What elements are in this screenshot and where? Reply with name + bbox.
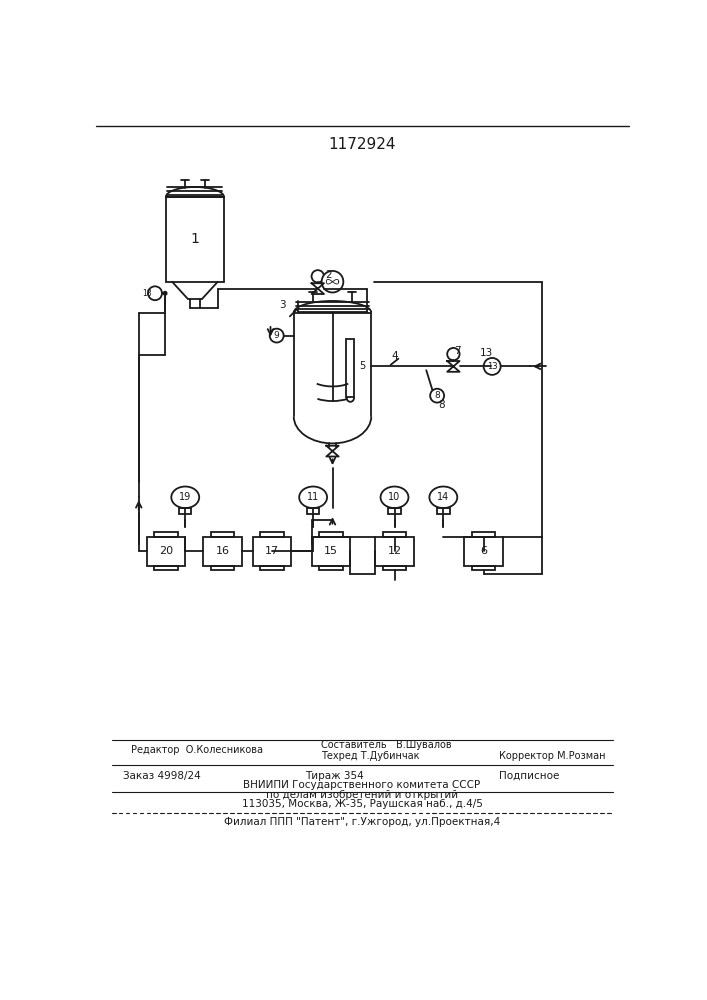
Text: 13: 13	[479, 348, 493, 358]
Text: Корректор М.Розман: Корректор М.Розман	[499, 751, 606, 761]
Text: 5: 5	[359, 361, 365, 371]
Text: Составитель   В.Шувалов: Составитель В.Шувалов	[321, 740, 452, 750]
Circle shape	[270, 329, 284, 343]
Text: 10: 10	[388, 492, 401, 502]
Bar	[472, 532, 495, 537]
Circle shape	[322, 271, 344, 292]
Text: Филиал ППП "Патент", г.Ужгород, ул.Проектная,4: Филиал ППП "Патент", г.Ужгород, ул.Проек…	[224, 817, 500, 827]
Text: 18: 18	[143, 289, 152, 298]
Text: 1172924: 1172924	[328, 137, 396, 152]
Bar	[203, 537, 242, 566]
Bar	[346, 339, 354, 397]
Text: 3: 3	[279, 300, 286, 310]
Text: 2: 2	[325, 270, 332, 280]
Text: Редактор  О.Колесникова: Редактор О.Колесникова	[131, 745, 263, 755]
Text: 19: 19	[179, 492, 192, 502]
Bar	[375, 537, 414, 566]
Circle shape	[448, 348, 460, 360]
Ellipse shape	[380, 487, 409, 508]
Text: Техред Т.Дубинчак: Техред Т.Дубинчак	[321, 751, 419, 761]
Bar	[388, 508, 401, 514]
Text: 20: 20	[159, 546, 173, 556]
Bar	[154, 566, 177, 570]
Text: 12: 12	[387, 546, 402, 556]
Text: 11: 11	[307, 492, 320, 502]
Ellipse shape	[429, 487, 457, 508]
Text: ВНИИПИ Государственного комитета СССР: ВНИИПИ Государственного комитета СССР	[243, 780, 481, 790]
Text: 8: 8	[434, 391, 440, 400]
Bar	[146, 537, 185, 566]
Text: 13: 13	[487, 362, 498, 371]
Text: Тираж 354: Тираж 354	[305, 771, 364, 781]
Text: 6: 6	[480, 546, 487, 556]
Text: 14: 14	[437, 492, 450, 502]
Text: 113035, Москва, Ж-35, Раушская наб., д.4/5: 113035, Москва, Ж-35, Раушская наб., д.4…	[242, 799, 482, 809]
Text: 16: 16	[216, 546, 230, 556]
Bar	[166, 197, 224, 282]
Bar	[472, 566, 495, 570]
Ellipse shape	[299, 487, 327, 508]
Bar	[307, 508, 320, 514]
Text: 4: 4	[391, 351, 398, 361]
Bar	[179, 508, 192, 514]
Ellipse shape	[171, 487, 199, 508]
Bar	[383, 532, 406, 537]
Bar	[320, 566, 343, 570]
Bar	[320, 532, 343, 537]
Bar	[260, 532, 284, 537]
Bar	[211, 566, 234, 570]
Text: Подписное: Подписное	[499, 771, 559, 781]
Circle shape	[148, 286, 162, 300]
Text: по делам изобретений и открытий: по делам изобретений и открытий	[266, 790, 458, 800]
Text: 1: 1	[190, 232, 199, 246]
Bar	[464, 537, 503, 566]
Text: 15: 15	[324, 546, 338, 556]
Circle shape	[430, 389, 444, 403]
Bar	[211, 532, 234, 537]
Bar	[312, 537, 351, 566]
Text: Заказ 4998/24: Заказ 4998/24	[123, 771, 201, 781]
Text: 17: 17	[265, 546, 279, 556]
Circle shape	[312, 270, 324, 282]
Bar	[252, 537, 291, 566]
Circle shape	[163, 292, 167, 295]
Text: 9: 9	[274, 331, 279, 340]
Text: 8: 8	[438, 400, 445, 410]
Bar	[154, 532, 177, 537]
Text: 7: 7	[454, 346, 460, 356]
Circle shape	[484, 358, 501, 375]
Bar	[260, 566, 284, 570]
Bar	[383, 566, 406, 570]
Bar	[437, 508, 450, 514]
